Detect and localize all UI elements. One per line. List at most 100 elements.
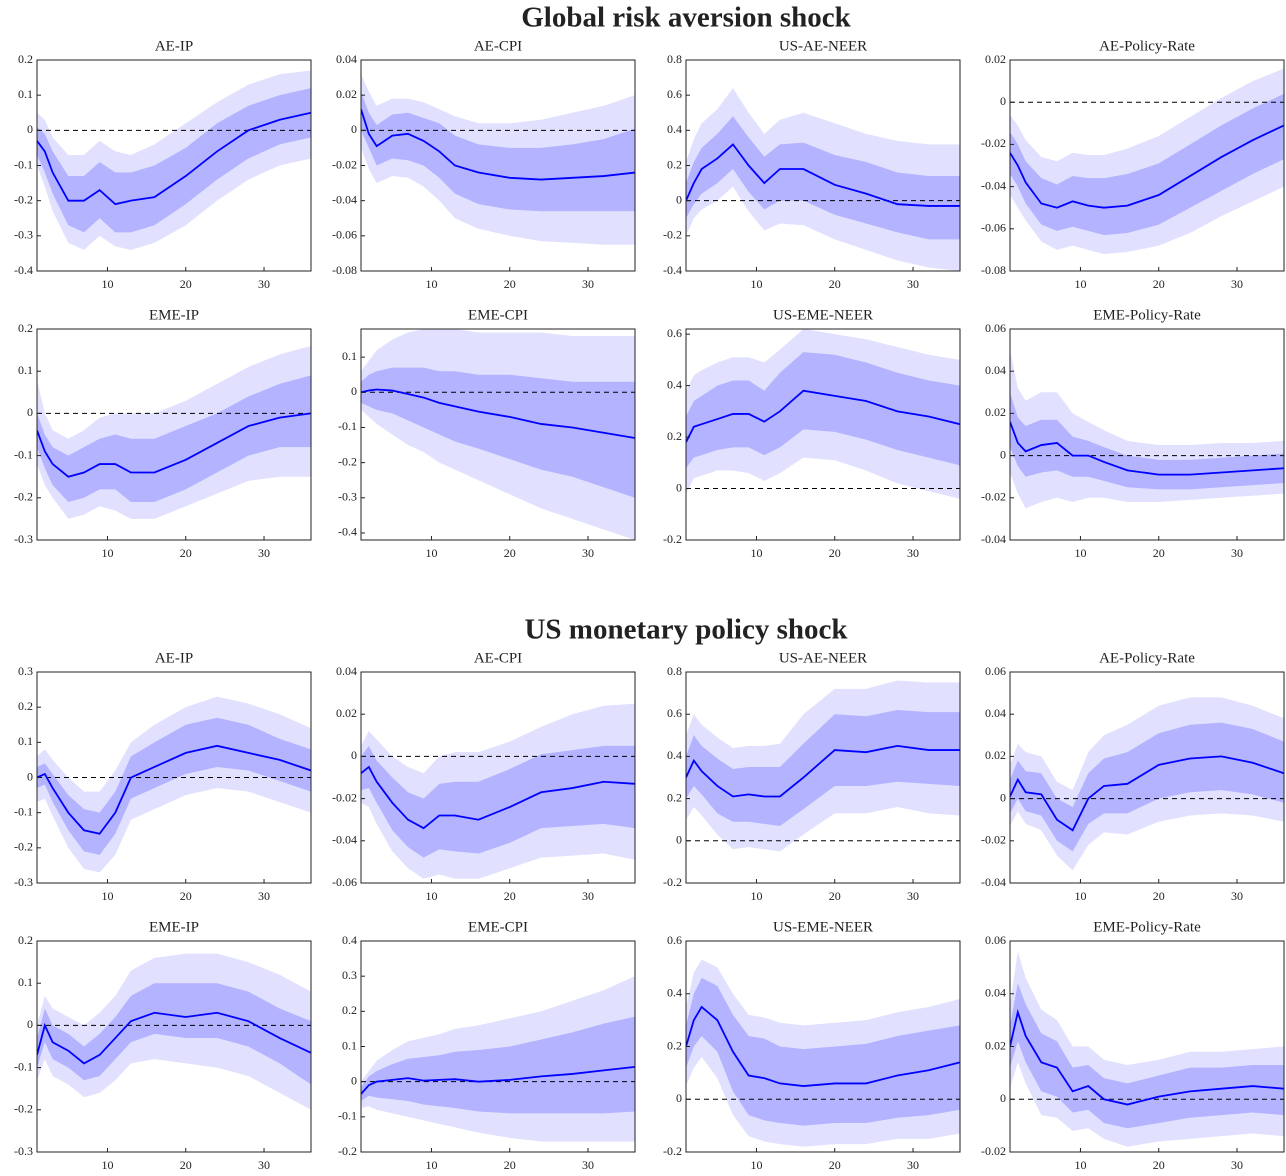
x-tick-label: 30: [258, 277, 270, 291]
panel: -0.06 -0.04 -0.02 0 0.02 0.04 10 20 30 AE-CPI: [332, 650, 636, 903]
axes-box: [36, 328, 312, 541]
response-line: [37, 412, 311, 478]
response-line: [361, 388, 635, 439]
inner-band: [686, 116, 960, 240]
y-tick-label: 0.2: [667, 157, 682, 171]
panel-title: US-EME-NEER: [773, 307, 873, 323]
y-tick-label: 0.4: [342, 933, 357, 947]
y-tick-label: -0.02: [981, 833, 1006, 847]
x-tick-label: 30: [907, 1158, 919, 1172]
y-tick-label: 0.2: [18, 699, 33, 713]
panel: -0.4 -0.3 -0.2 -0.1 0 0.1 0.2 10 20 30 AE-IP: [14, 38, 312, 291]
panel: -0.3 -0.2 -0.1 0 0.1 0.2 10 20 30 EME-IP: [14, 919, 312, 1172]
y-tick-label: 0: [351, 122, 357, 136]
x-tick-label: 10: [1074, 1158, 1086, 1172]
panel: -0.08 -0.06 -0.04 -0.02 0 0.02 10 20 30 AE-Policy…: [981, 38, 1285, 291]
x-tick-label: 30: [1231, 1158, 1243, 1172]
x-tick-label: 30: [582, 546, 594, 560]
x-tick-label: 20: [504, 1158, 516, 1172]
plot-area: [1010, 350, 1284, 509]
panel: -0.2 0 0.2 0.4 0.6 10 20 30 US-EME-NEER: [663, 919, 961, 1172]
x-tick-label: 30: [907, 889, 919, 903]
y-tick-label: -0.02: [332, 790, 357, 804]
y-tick-label: 0.04: [336, 52, 357, 66]
y-tick-label: 0.1: [18, 975, 33, 989]
y-tick-label: -0.1: [14, 447, 33, 461]
x-tick-label: 20: [829, 1158, 841, 1172]
y-tick-label: -0.2: [14, 840, 33, 854]
y-tick-label: 0: [27, 1017, 33, 1031]
y-tick-label: 0.4: [667, 377, 682, 391]
response-line: [361, 1066, 635, 1095]
y-tick-label: 0.02: [985, 748, 1006, 762]
response-line: [37, 1011, 311, 1065]
y-tick-label: 0.06: [985, 321, 1006, 335]
y-tick-label: 0.02: [985, 405, 1006, 419]
y-tick-label: 0: [1000, 447, 1006, 461]
y-tick-label: 0.3: [342, 968, 357, 982]
y-tick-label: 0.1: [18, 87, 33, 101]
x-tick-label: 30: [1231, 889, 1243, 903]
y-tick-label: -0.1: [14, 1059, 33, 1073]
x-tick-label: 30: [907, 546, 919, 560]
y-tick-label: -0.3: [14, 228, 33, 242]
inner-band: [361, 1016, 635, 1114]
y-tick-label: -0.2: [663, 532, 682, 546]
x-tick-label: 30: [1231, 546, 1243, 560]
y-tick-label: 0.04: [985, 706, 1006, 720]
y-tick-label: -0.06: [981, 221, 1006, 235]
inner-band: [1010, 93, 1284, 236]
y-tick-label: 0.2: [667, 790, 682, 804]
x-tick-label: 20: [1153, 277, 1165, 291]
y-tick-label: -0.04: [981, 178, 1006, 192]
y-tick-label: 0.2: [667, 429, 682, 443]
y-tick-label: -0.1: [14, 804, 33, 818]
y-tick-label: 0: [676, 192, 682, 206]
y-tick-label: 0.1: [342, 1038, 357, 1052]
axes-box: [1009, 671, 1285, 884]
x-tick-label: 20: [829, 546, 841, 560]
x-tick-label: 10: [425, 1158, 437, 1172]
y-tick-label: -0.3: [14, 532, 33, 546]
panel: -0.4 -0.2 0 0.2 0.4 0.6 0.8 10 20 30 US-AE-NEER: [663, 38, 961, 291]
y-tick-label: 0.4: [667, 748, 682, 762]
x-tick-label: 10: [750, 546, 762, 560]
inner-band: [686, 977, 960, 1126]
plot-area: [686, 329, 960, 499]
y-tick-label: -0.2: [14, 1102, 33, 1116]
y-tick-label: 0.1: [18, 363, 33, 377]
y-tick-label: -0.04: [332, 192, 357, 206]
y-tick-label: -0.4: [14, 263, 33, 277]
x-tick-label: 30: [258, 889, 270, 903]
y-tick-label: -0.08: [981, 263, 1006, 277]
y-tick-label: -0.2: [14, 192, 33, 206]
response-line: [1010, 1008, 1284, 1106]
x-tick-label: 30: [258, 546, 270, 560]
plot-area: [686, 959, 960, 1147]
plot-area: [37, 696, 311, 873]
y-tick-label: 0.1: [342, 349, 357, 363]
y-tick-label: -0.2: [338, 1144, 357, 1158]
outer-band: [37, 696, 311, 873]
inner-band: [1010, 392, 1284, 490]
response-line: [361, 765, 635, 830]
x-tick-label: 30: [258, 1158, 270, 1172]
panel: -0.2 0 0.2 0.4 0.6 10 20 30 US-EME-NEER: [663, 307, 961, 560]
panel-title: EME-CPI: [468, 307, 528, 323]
y-tick-label: 0.02: [985, 52, 1006, 66]
panel: -0.04 -0.02 0 0.02 0.04 0.06 10 20 30 EME-Policy-…: [981, 307, 1285, 560]
axes-box: [360, 671, 636, 884]
y-tick-label: 0.04: [985, 986, 1006, 1000]
x-tick-label: 30: [582, 889, 594, 903]
inner-band: [1010, 983, 1284, 1129]
panel-title: EME-CPI: [468, 919, 528, 935]
panel-title: EME-IP: [149, 307, 199, 323]
y-tick-label: -0.04: [981, 532, 1006, 546]
response-line: [1010, 421, 1284, 476]
x-tick-label: 20: [504, 277, 516, 291]
x-tick-label: 20: [180, 889, 192, 903]
y-tick-label: 0: [351, 384, 357, 398]
y-tick-label: -0.02: [332, 157, 357, 171]
inner-band: [686, 352, 960, 468]
x-tick-label: 10: [425, 277, 437, 291]
